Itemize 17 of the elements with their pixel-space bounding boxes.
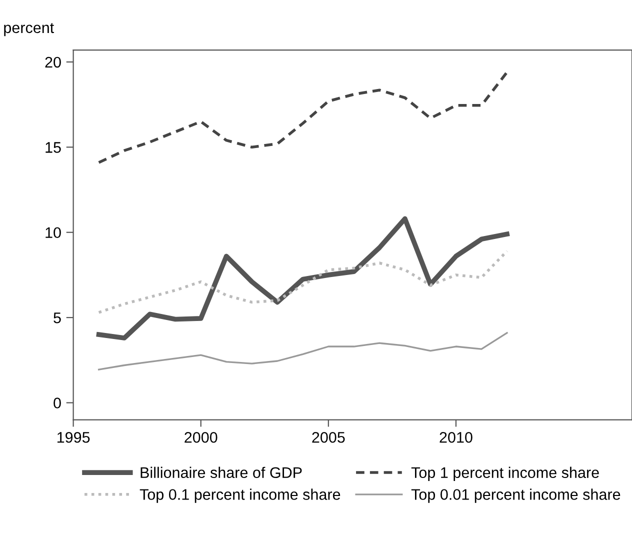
y-tick-label: 0 [54, 398, 61, 408]
line-series [98, 332, 508, 370]
x-tick-label: 1995 [57, 432, 90, 443]
legend-label: Top 0.01 percent income share [411, 488, 620, 503]
line-series [96, 216, 510, 340]
legend-label: Top 0.1 percent income share [140, 488, 340, 503]
y-tick-label: 10 [46, 227, 61, 238]
x-tick-label: 2010 [440, 432, 472, 443]
line-series [97, 70, 508, 164]
y-tick-label: 5 [54, 312, 61, 324]
legend-label: Billionaire share of GDP [140, 466, 302, 478]
x-tick-label: 2000 [184, 432, 218, 443]
y-axis-title: percent [4, 23, 54, 36]
legend-label: Top 1 percent income share [411, 466, 599, 482]
y-tick-label: 20 [45, 56, 61, 68]
y-tick-label: 15 [46, 142, 61, 153]
x-tick-label: 2005 [312, 432, 345, 443]
